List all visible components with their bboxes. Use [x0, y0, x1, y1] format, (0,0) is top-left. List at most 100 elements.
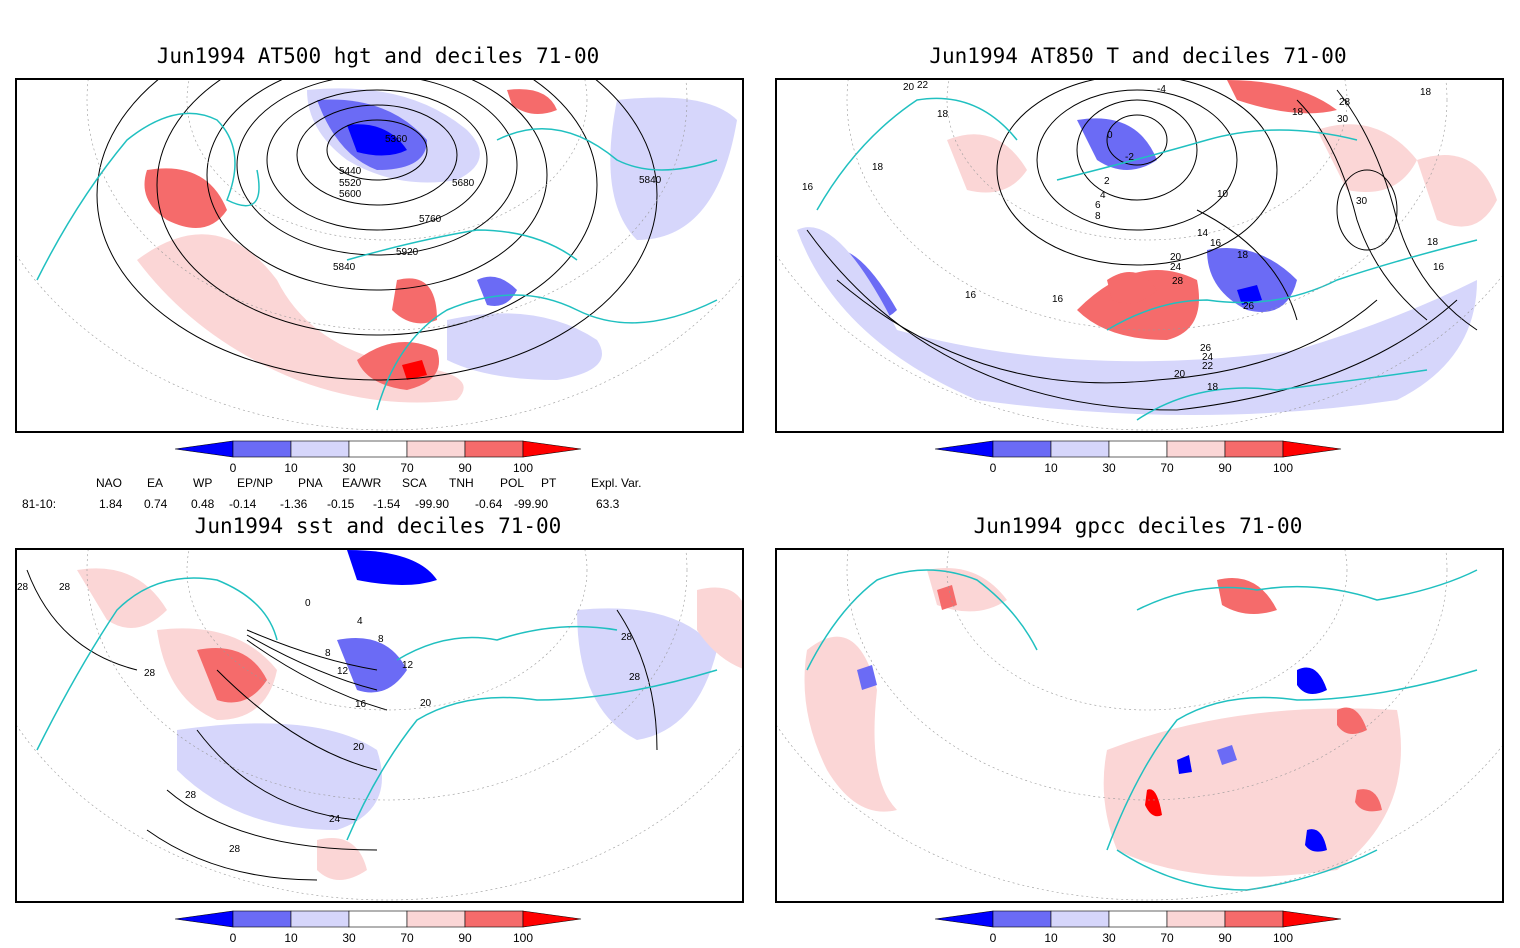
- contour-labels: 20 22 18 18 16 -4 0 -2 2 4 6 8 10 14 16 …: [802, 80, 1445, 393]
- graticule: [17, 550, 742, 901]
- panel-title-t850: Jun1994 AT850 T and deciles 71-00: [929, 44, 1347, 68]
- index-value: -0.15: [327, 497, 355, 511]
- contour-label: -2: [1125, 152, 1134, 163]
- colorbar-label: 0: [989, 931, 997, 945]
- contour-label: 5440: [339, 166, 362, 177]
- map-gpcc-svg: [777, 550, 1502, 901]
- colorbar-segment: [522, 910, 582, 928]
- colorbar-label: 30: [1102, 931, 1116, 945]
- contour-label: 30: [1337, 114, 1349, 125]
- colorbar-segment: [1108, 440, 1168, 458]
- contour-label: 5520: [339, 178, 362, 189]
- coastlines: [36, 112, 718, 411]
- colorbar-label: 30: [342, 931, 356, 945]
- contour-label: 18: [872, 162, 884, 173]
- colorbar-segment: [406, 910, 466, 928]
- contour-label: 20: [353, 742, 365, 753]
- contour-label: 4: [1100, 190, 1106, 201]
- contour-label: 4: [357, 616, 363, 627]
- index-value: 0.48: [191, 497, 215, 511]
- contour-label: 5920: [396, 247, 419, 258]
- colorbar-segment: [992, 910, 1052, 928]
- map-sst-svg: 28 28 28 4 8 12 16 20 24 28 28 28 20 12 …: [17, 550, 742, 901]
- colorbar-label: 10: [284, 461, 298, 475]
- contour-label: 28: [229, 844, 241, 855]
- contour-label: 26: [1243, 301, 1255, 312]
- colorbar-label: 30: [1102, 461, 1116, 475]
- index-header: Expl. Var.: [591, 476, 642, 490]
- colorbar-label: 90: [458, 931, 472, 945]
- colorbar-label: 10: [1044, 461, 1058, 475]
- contour-label: 18: [1427, 237, 1439, 248]
- contour-label: 10: [1217, 189, 1229, 200]
- index-header: EA/WR: [342, 476, 382, 490]
- index-value: -0.14: [229, 497, 257, 511]
- colorbar-segment: [934, 910, 994, 928]
- contour-label: 0: [305, 598, 311, 609]
- colorbar-segment: [290, 910, 350, 928]
- index-value: 0.74: [144, 497, 168, 511]
- contour-label: 18: [1207, 382, 1219, 393]
- colorbar-label: 30: [342, 461, 356, 475]
- colorbar-segment: [406, 440, 466, 458]
- graticule: [777, 80, 1502, 431]
- colorbar-segment: [1282, 440, 1342, 458]
- colorbar-strip: [934, 910, 1342, 928]
- colorbar-segment: [992, 440, 1052, 458]
- contour-label: 24: [329, 814, 341, 825]
- panel-title-hgt: Jun1994 AT500 hgt and deciles 71-00: [156, 44, 600, 68]
- contour-label: 14: [1197, 228, 1209, 239]
- colorbar-segment: [1282, 910, 1342, 928]
- colorbar-label: 0: [229, 461, 237, 475]
- height-contours: [96, 80, 658, 381]
- index-header: POL: [500, 476, 525, 490]
- contour-label: 12: [402, 660, 414, 671]
- contour-label: 28: [144, 668, 156, 679]
- contour-label: 18: [1237, 250, 1249, 261]
- contour-label: 22: [1202, 361, 1214, 372]
- colorbar-segment: [232, 440, 292, 458]
- colorbar-strip: [174, 910, 582, 928]
- map-gpcc: [775, 548, 1504, 903]
- contour-label: 18: [1420, 87, 1432, 98]
- contour-label: 2: [1104, 176, 1110, 187]
- index-value: -1.36: [280, 497, 308, 511]
- contour-label: 16: [965, 290, 977, 301]
- colorbar-segment: [290, 440, 350, 458]
- contour-label: 16: [1433, 262, 1445, 273]
- graticule: [17, 80, 742, 431]
- index-header: SCA: [402, 476, 427, 490]
- contour-label: 20: [1170, 252, 1182, 263]
- contour-label: 20: [420, 698, 432, 709]
- colorbar-label: 90: [458, 461, 472, 475]
- colorbar-label: 0: [989, 461, 997, 475]
- contour-labels: 28 28 28 4 8 12 16 20 24 28 28 28 20 12 …: [17, 582, 641, 855]
- index-header: PT: [541, 476, 557, 490]
- map-hgt: 5360 5440 5520 5600 5680 5760 5840 5840 …: [15, 78, 744, 433]
- colorbar-label: 70: [400, 461, 414, 475]
- panel-title-gpcc: Jun1994 gpcc deciles 71-00: [973, 514, 1303, 538]
- contour-labels: 5360 5440 5520 5600 5680 5760 5840 5840 …: [333, 134, 662, 273]
- colorbar-t850: 0 10 30 70 90 100: [934, 440, 1355, 478]
- contour-label: 28: [59, 582, 71, 593]
- graticule: [777, 550, 1502, 901]
- contour-label: 5600: [339, 189, 362, 200]
- contour-label: 28: [621, 632, 633, 643]
- index-header: TNH: [449, 476, 474, 490]
- colorbar-hgt: 0 10 30 70 90 100: [174, 440, 595, 478]
- colorbar-segment: [1050, 440, 1110, 458]
- colorbar-segment: [232, 910, 292, 928]
- contour-label: 8: [325, 648, 331, 659]
- index-header: NAO: [96, 476, 123, 490]
- decile-shading: [77, 550, 742, 880]
- colorbar-segment: [934, 440, 994, 458]
- contour-label: 28: [1339, 97, 1351, 108]
- map-hgt-svg: 5360 5440 5520 5600 5680 5760 5840 5840 …: [17, 80, 742, 431]
- colorbar-strip: [174, 440, 582, 458]
- map-t850: 20 22 18 18 16 -4 0 -2 2 4 6 8 10 14 16 …: [775, 78, 1504, 433]
- contour-label: 8: [1095, 211, 1101, 222]
- colorbar-segment: [174, 440, 234, 458]
- colorbar-segment: [1166, 440, 1226, 458]
- colorbar-segment: [1166, 910, 1226, 928]
- index-value: 1.84: [99, 497, 123, 511]
